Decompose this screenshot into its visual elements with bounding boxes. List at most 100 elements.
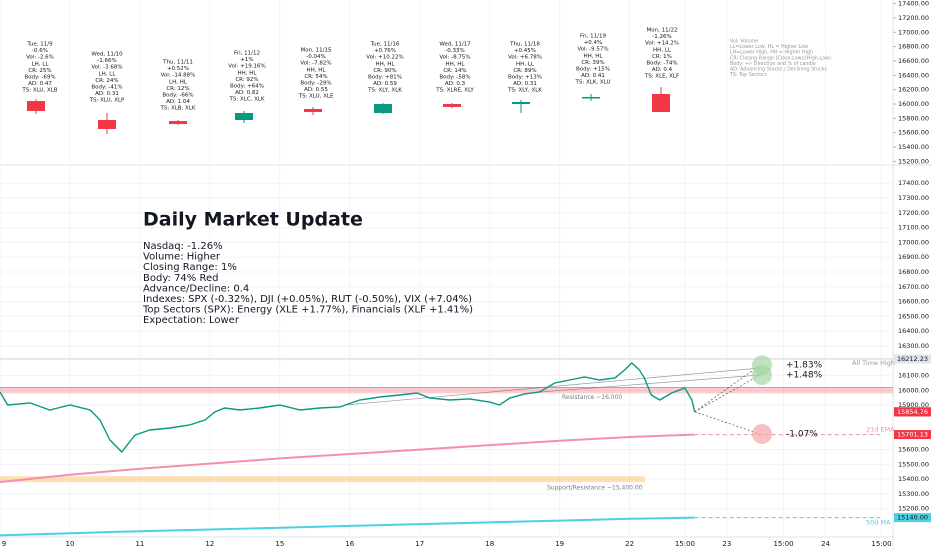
card-line: CR: 39%: [581, 60, 604, 66]
card-line: Tue, 11/9: [26, 42, 53, 48]
card-line: TS: XLU, XLP: [89, 98, 125, 104]
summary-title: Daily Market Update: [143, 209, 363, 231]
card-line: LH, HL: [169, 79, 188, 85]
card-line: AD: 1.04: [166, 99, 190, 105]
y-tick-label: 17300.00: [898, 194, 929, 202]
card-line: Vol: +6.78%: [508, 55, 542, 61]
y-tick-label: 16900.00: [898, 253, 929, 261]
x-tick-label: 23: [722, 540, 731, 548]
y-tick-label: 17200.00: [898, 209, 929, 217]
card-line: Vol: -9.57%: [577, 47, 608, 53]
projection-arrow: [694, 411, 761, 435]
y-tick-label: 16300.00: [898, 342, 929, 350]
card-line: Body: +81%: [368, 75, 402, 81]
card-line: CR: 92%: [235, 77, 258, 83]
card-line: HH, HL: [584, 53, 604, 59]
card-line: +1%: [240, 57, 253, 63]
candle-body: [235, 112, 253, 121]
card-line: Vol: -14.88%: [161, 73, 196, 79]
card-line: TS: XLU, XLE: [298, 94, 334, 100]
y-tick-label: 16400.00: [898, 327, 929, 335]
annotation-label: Resistance ~16,000: [562, 394, 622, 401]
card-line: AD: 0.82: [235, 90, 259, 96]
summary-line: Expectation: Lower: [143, 315, 240, 326]
card-line: Vol: -2.6%: [26, 55, 54, 61]
y-tick-label: 17400.00: [898, 0, 929, 8]
y-tick-label: 16000.00: [898, 386, 929, 394]
card-line: AD: 0.55: [304, 87, 328, 93]
candle-body: [582, 96, 600, 99]
x-tick-label: 15:00: [675, 540, 695, 548]
trend-line: [539, 374, 761, 393]
card-line: Wed, 11/17: [439, 42, 471, 48]
price-label-box: [894, 354, 931, 364]
legend-note: AD: Advancing Stocks / Declining Stocks: [730, 67, 827, 73]
card-line: CR: 14%: [443, 68, 466, 74]
card-line: CR: 12%: [166, 86, 189, 92]
card-line: Body: -58%: [439, 75, 470, 81]
card-line: CR: 89%: [513, 68, 536, 74]
x-tick-label: 15:00: [871, 540, 891, 548]
y-tick-label: 16000.00: [898, 100, 929, 108]
card-line: -0.04%: [306, 54, 325, 60]
card-line: TS: XLY, XLK: [367, 88, 402, 94]
card-line: Vol: +14.2%: [645, 41, 679, 47]
card-line: Vol: -7.82%: [300, 61, 331, 67]
y-tick-label: 15900.00: [898, 401, 929, 409]
x-tick-label: 16: [345, 540, 354, 548]
card-line: Mon, 11/15: [301, 48, 332, 54]
card-line: LH, LL: [32, 61, 50, 67]
summary-line: Top Sectors (SPX): Energy (XLE +1.77%), …: [142, 305, 473, 316]
y-tick-label: 15800.00: [898, 114, 929, 122]
card-line: Vol: -3.68%: [91, 65, 122, 71]
card-line: TS: XLK, XLU: [575, 80, 611, 86]
price-line: [0, 362, 696, 453]
average-label: 50d MA: [866, 519, 891, 527]
card-line: CR: 25%: [28, 68, 51, 74]
y-tick-label: 16200.00: [898, 86, 929, 94]
card-line: -0.33%: [445, 48, 464, 54]
card-line: Body: +64%: [230, 84, 264, 90]
annotation-label: All Time High: [852, 359, 895, 367]
card-line: LH, LL: [99, 71, 117, 77]
card-line: Thu, 11/11: [162, 60, 193, 66]
annotation-label: Support/Resistance ~15,400.00: [547, 485, 643, 492]
price-label-box: [894, 430, 931, 440]
card-line: AD: 0.41: [581, 73, 605, 79]
card-line: HH, HL: [446, 61, 466, 67]
summary-line: Volume: Higher: [143, 252, 221, 263]
y-tick-label: 15500.00: [898, 460, 929, 468]
x-tick-label: 9: [2, 540, 6, 548]
card-line: +0.76%: [374, 48, 396, 54]
card-line: Fri, 11/12: [234, 51, 260, 57]
legend-note: TS: Top Sectors: [729, 72, 767, 78]
card-line: Fri, 11/19: [580, 34, 606, 40]
summary-line: Advance/Decline: 0.4: [143, 283, 249, 294]
x-tick-label: 12: [205, 540, 214, 548]
candle-body: [27, 101, 45, 111]
card-line: TS: XLB, XLK: [160, 106, 196, 112]
card-line: Body: -74%: [646, 61, 677, 67]
card-line: -1.66%: [97, 58, 116, 64]
card-line: Body: +13%: [508, 75, 542, 81]
projection-target: [752, 424, 772, 445]
y-tick-label: 16800.00: [898, 43, 929, 51]
card-line: Body: -41%: [91, 85, 122, 91]
candle-body: [304, 108, 322, 112]
candle-body: [374, 104, 392, 113]
y-tick-label: 15200.00: [898, 157, 929, 165]
x-tick-label: 11: [135, 540, 144, 548]
legend-note: Vol: Volume: [730, 39, 758, 45]
y-tick-label: 15200.00: [898, 505, 929, 513]
y-tick-label: 15400.00: [898, 475, 929, 483]
y-tick-label: 17000.00: [898, 238, 929, 246]
candle-body: [443, 104, 461, 107]
card-line: TS: XLE, XLF: [644, 74, 679, 80]
card-line: Wed, 11/10: [91, 52, 123, 58]
y-tick-label: 17000.00: [898, 28, 929, 36]
card-line: CR: 1%: [652, 54, 672, 60]
y-tick-label: 16400.00: [898, 71, 929, 79]
card-line: AD: 0.31: [513, 81, 537, 87]
